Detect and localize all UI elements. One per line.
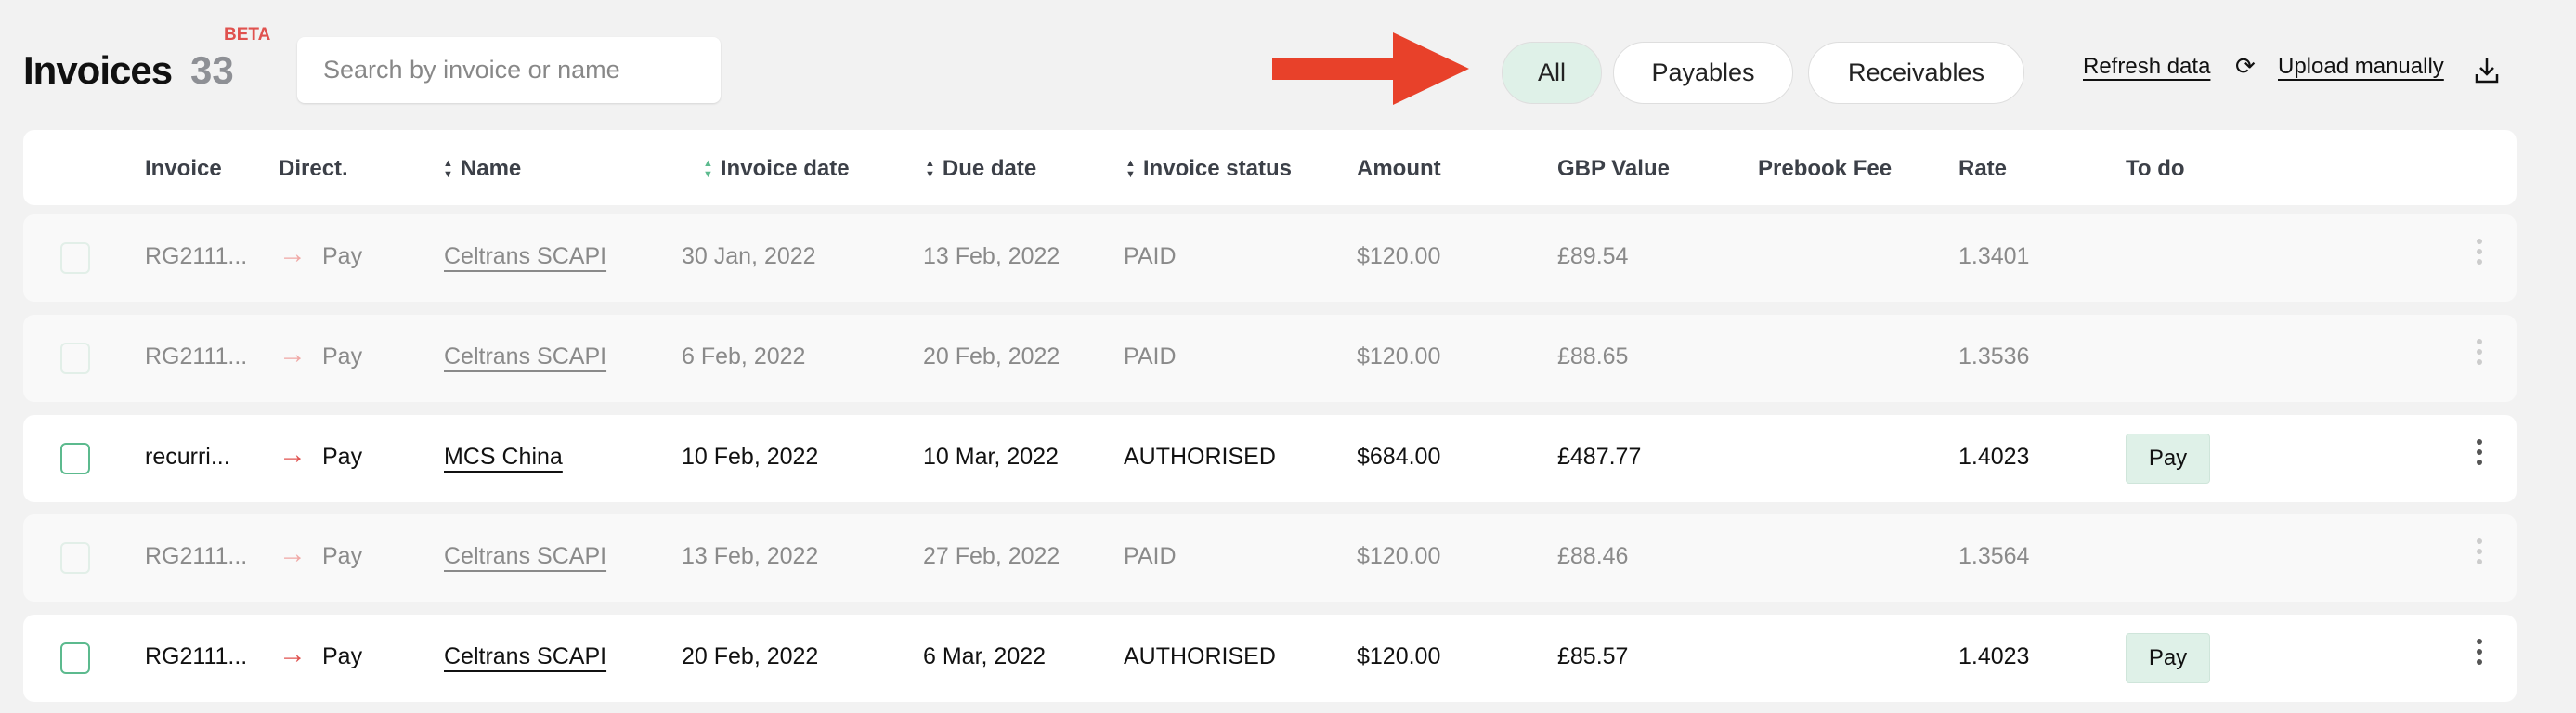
direction: Pay: [322, 643, 363, 669]
more-options-icon[interactable]: [2475, 538, 2484, 564]
col-invoice-date[interactable]: ▲ ▼ Invoice date: [703, 156, 850, 182]
invoice-status: PAID: [1124, 543, 1177, 569]
sort-icon: ▲ ▼: [703, 157, 713, 180]
due-date: 20 Feb, 2022: [923, 344, 1060, 369]
arrow-right-icon: →: [279, 239, 306, 269]
more-options-icon[interactable]: [2475, 639, 2484, 665]
amount: $120.00: [1357, 643, 1441, 669]
contact-name-link[interactable]: MCS China: [444, 444, 563, 470]
page-title: Invoices: [23, 48, 173, 92]
rate: 1.4023: [1958, 643, 2030, 669]
more-options-icon[interactable]: [2475, 439, 2484, 465]
amount: $684.00: [1357, 444, 1441, 470]
arrow-right-icon: →: [279, 439, 306, 470]
contact-name-link[interactable]: Celtrans SCAPI: [444, 344, 607, 369]
invoice-number: RG2111...: [145, 344, 248, 369]
annotation-arrow-icon: [1272, 32, 1469, 105]
arrow-right-icon: →: [279, 639, 306, 669]
col-amount: Amount: [1357, 156, 1441, 181]
direction: Pay: [322, 243, 363, 269]
col-rate: Rate: [1958, 156, 2008, 181]
col-todo: To do: [2126, 156, 2185, 181]
refresh-icon[interactable]: ⟳: [2235, 52, 2256, 80]
rate: 1.4023: [1958, 444, 2030, 470]
table-row[interactable]: RG2111... → Pay Celtrans SCAPI 20 Feb, 2…: [23, 615, 2517, 702]
row-checkbox[interactable]: [60, 443, 90, 474]
pay-button[interactable]: Pay: [2126, 633, 2210, 683]
row-checkbox[interactable]: [60, 343, 90, 374]
col-due-date[interactable]: ▲ ▼ Due date: [925, 156, 1036, 182]
sort-icon: ▲ ▼: [443, 157, 453, 180]
col-name-label: Name: [460, 156, 522, 181]
refresh-data-link[interactable]: Refresh data: [2083, 54, 2211, 79]
beta-badge: BETA: [224, 25, 271, 45]
gbp-value: £487.77: [1557, 444, 1642, 470]
rate: 1.3536: [1958, 344, 2030, 369]
invoice-status: AUTHORISED: [1124, 643, 1276, 669]
filter-all[interactable]: All: [1502, 42, 1602, 104]
amount: $120.00: [1357, 243, 1441, 269]
invoice-number: RG2111...: [145, 543, 248, 569]
pay-button[interactable]: Pay: [2126, 434, 2210, 484]
gbp-value: £88.65: [1557, 344, 1629, 369]
invoice-date: 30 Jan, 2022: [682, 243, 816, 269]
invoice-count: 33: [190, 48, 234, 92]
col-status-label: Invoice status: [1142, 156, 1292, 181]
gbp-value: £85.57: [1557, 643, 1629, 669]
sort-icon: ▲ ▼: [1125, 157, 1136, 180]
arrow-right-icon: →: [279, 339, 306, 369]
contact-name-link[interactable]: Celtrans SCAPI: [444, 243, 607, 269]
filter-payables[interactable]: Payables: [1613, 42, 1793, 104]
rate: 1.3401: [1958, 243, 2030, 269]
gbp-value: £88.46: [1557, 543, 1629, 569]
due-date: 6 Mar, 2022: [923, 643, 1047, 669]
invoice-status: AUTHORISED: [1124, 444, 1276, 470]
col-invoice: Invoice: [145, 156, 222, 181]
row-checkbox[interactable]: [60, 542, 90, 574]
invoice-status: PAID: [1124, 344, 1177, 369]
download-icon[interactable]: [2475, 56, 2499, 84]
invoice-date: 10 Feb, 2022: [682, 444, 819, 470]
row-checkbox[interactable]: [60, 242, 90, 274]
direction: Pay: [322, 344, 363, 369]
invoice-status: PAID: [1124, 243, 1177, 269]
invoice-number: RG2111...: [145, 643, 248, 669]
due-date: 27 Feb, 2022: [923, 543, 1060, 569]
more-options-icon[interactable]: [2475, 239, 2484, 265]
amount: $120.00: [1357, 344, 1441, 369]
invoice-number: RG2111...: [145, 243, 248, 269]
upload-manually-link[interactable]: Upload manually: [2278, 54, 2444, 79]
amount: $120.00: [1357, 543, 1441, 569]
filter-receivables[interactable]: Receivables: [1808, 42, 2024, 104]
due-date: 13 Feb, 2022: [923, 243, 1060, 269]
table-header: Invoice Direct. ▲ ▼ Name ▲ ▼ Invoice date ▲ ▼…: [23, 130, 2517, 205]
direction: Pay: [322, 444, 363, 470]
col-prebook-fee: Prebook Fee: [1758, 156, 1893, 181]
row-checkbox[interactable]: [60, 642, 90, 674]
col-direction: Direct.: [279, 156, 348, 181]
table-row[interactable]: RG2111... → Pay Celtrans SCAPI 30 Jan, 2…: [23, 214, 2517, 302]
gbp-value: £89.54: [1557, 243, 1629, 269]
direction: Pay: [322, 543, 363, 569]
invoice-date: 20 Feb, 2022: [682, 643, 819, 669]
table-row[interactable]: RG2111... → Pay Celtrans SCAPI 13 Feb, 2…: [23, 514, 2517, 602]
sort-icon: ▲ ▼: [925, 157, 935, 180]
col-name[interactable]: ▲ ▼ Name: [443, 156, 521, 182]
col-gbp-value: GBP Value: [1557, 156, 1670, 181]
due-date: 10 Mar, 2022: [923, 444, 1059, 470]
more-options-icon[interactable]: [2475, 339, 2484, 365]
contact-name-link[interactable]: Celtrans SCAPI: [444, 543, 607, 569]
contact-name-link[interactable]: Celtrans SCAPI: [444, 643, 607, 669]
search-input[interactable]: [297, 37, 721, 103]
col-status[interactable]: ▲ ▼ Invoice status: [1125, 156, 1292, 182]
table-row[interactable]: RG2111... → Pay Celtrans SCAPI 6 Feb, 20…: [23, 315, 2517, 402]
table-row[interactable]: recurri... → Pay MCS China 10 Feb, 2022 …: [23, 415, 2517, 502]
arrow-right-icon: →: [279, 538, 306, 569]
rate: 1.3564: [1958, 543, 2030, 569]
col-invoice-date-label: Invoice date: [720, 156, 850, 181]
col-due-date-label: Due date: [942, 156, 1037, 181]
invoice-number: recurri...: [145, 444, 230, 470]
invoice-date: 13 Feb, 2022: [682, 543, 819, 569]
invoice-date: 6 Feb, 2022: [682, 344, 806, 369]
